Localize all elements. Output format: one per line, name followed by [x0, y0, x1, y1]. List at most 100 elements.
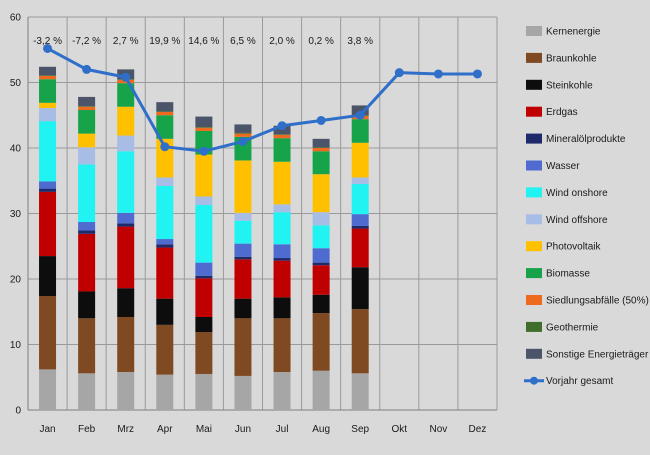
bar-segment: [39, 79, 57, 103]
bar-segment: [273, 134, 291, 139]
x-tick-label: Jan: [39, 424, 55, 435]
x-tick-label: Jun: [235, 424, 251, 435]
bar-segment: [39, 75, 57, 80]
change-label: 19,9 %: [149, 36, 180, 47]
bar-segment: [234, 124, 252, 133]
bar-segment: [351, 177, 369, 185]
y-tick-label: 0: [15, 406, 21, 417]
bar-segment: [234, 220, 252, 244]
x-tick-label: Jul: [276, 424, 289, 435]
legend-entry: Steinkohle: [546, 80, 593, 91]
bar-segment: [312, 370, 330, 410]
prior-year-point: [472, 69, 482, 79]
legend-entry: Braunkohle: [546, 53, 597, 64]
prior-year-point: [316, 115, 326, 125]
bar-segment: [156, 239, 174, 245]
change-label: 2,7 %: [113, 36, 139, 47]
x-tick-label: Apr: [157, 424, 173, 435]
y-tick-label: 60: [10, 13, 22, 24]
legend-entry: Erdgas: [546, 107, 578, 118]
bar-segment: [78, 147, 96, 165]
bar-segment: [312, 147, 330, 148]
bar-segment: [117, 151, 135, 213]
bar-segment: [156, 298, 174, 325]
bar-segment: [78, 133, 96, 148]
bar-segment: [351, 184, 369, 215]
x-tick-label: Sep: [351, 424, 369, 435]
bar-segment: [351, 228, 369, 268]
x-tick-label: Aug: [312, 424, 330, 435]
bar-segment: [312, 138, 330, 148]
bar-segment: [78, 318, 96, 374]
legend-swatch: [526, 214, 542, 225]
legend-entry: Mineralölprodukte: [546, 134, 626, 145]
bar-segment: [312, 151, 330, 175]
legend-swatch: [526, 106, 542, 117]
bar-segment: [117, 372, 135, 410]
bar-segment: [195, 373, 213, 410]
bar-segment: [39, 66, 57, 76]
change-label: 3,8 %: [347, 36, 373, 47]
y-tick-label: 20: [10, 275, 22, 286]
bar-segment: [273, 260, 291, 298]
legend-entry: Biomasse: [546, 269, 590, 280]
legend-swatch: [526, 79, 542, 90]
y-tick-label: 40: [10, 144, 22, 155]
bar-segment: [195, 332, 213, 374]
bar-segment: [156, 111, 174, 112]
bar-segment: [117, 106, 135, 136]
bar-segment: [234, 259, 252, 299]
bar-segment: [273, 258, 291, 261]
bar-segment: [195, 262, 213, 276]
bar-segment: [195, 154, 213, 197]
bar-segment: [312, 248, 330, 263]
bar-segment: [195, 127, 213, 128]
bar-segment: [78, 230, 96, 234]
bar-segment: [312, 294, 330, 314]
legend-swatch: [526, 268, 542, 279]
bar-segment: [195, 196, 213, 205]
legend-swatch: [526, 348, 542, 359]
bar-segment: [351, 142, 369, 178]
y-tick-label: 50: [10, 78, 22, 89]
legend-entry: Kernenergie: [546, 27, 601, 38]
bar-segment: [156, 102, 174, 112]
bar-segment: [312, 212, 330, 226]
legend-swatch: [526, 241, 542, 252]
change-label: 2,0 %: [269, 36, 295, 47]
bar-segment: [234, 212, 252, 221]
bar-segment: [39, 102, 57, 109]
bar-segment: [351, 309, 369, 374]
prior-year-point: [394, 68, 404, 78]
prior-year-point: [160, 142, 170, 152]
legend-line-marker: [530, 376, 538, 385]
bar-segment: [312, 174, 330, 213]
prior-year-point: [433, 69, 443, 79]
bar-segment: [78, 110, 96, 134]
bar-segment: [39, 296, 57, 370]
legend-entry: Wind offshore: [546, 215, 608, 226]
bar-segment: [78, 373, 96, 410]
bar-segment: [234, 375, 252, 410]
bar-segment: [351, 214, 369, 226]
y-tick-label: 30: [10, 209, 22, 220]
bar-segment: [78, 291, 96, 319]
legend-swatch: [526, 295, 542, 305]
change-label: -7,2 %: [72, 36, 101, 47]
bar-segment: [234, 256, 252, 260]
bar-segment: [78, 106, 96, 107]
legend-entry: Vorjahr gesamt: [546, 376, 613, 387]
bar-segment: [195, 316, 213, 333]
legend-entry: Geothermie: [546, 322, 599, 333]
change-label: 0,2 %: [308, 36, 334, 47]
bar-segment: [351, 267, 369, 310]
bar-segment: [195, 130, 213, 155]
legend-swatch: [526, 321, 542, 332]
bar-segment: [78, 96, 96, 107]
legend-swatch: [526, 160, 542, 171]
bar-segment: [117, 288, 135, 317]
legend-swatch: [526, 133, 542, 144]
prior-year-point: [199, 146, 209, 156]
bar-segment: [39, 256, 57, 297]
